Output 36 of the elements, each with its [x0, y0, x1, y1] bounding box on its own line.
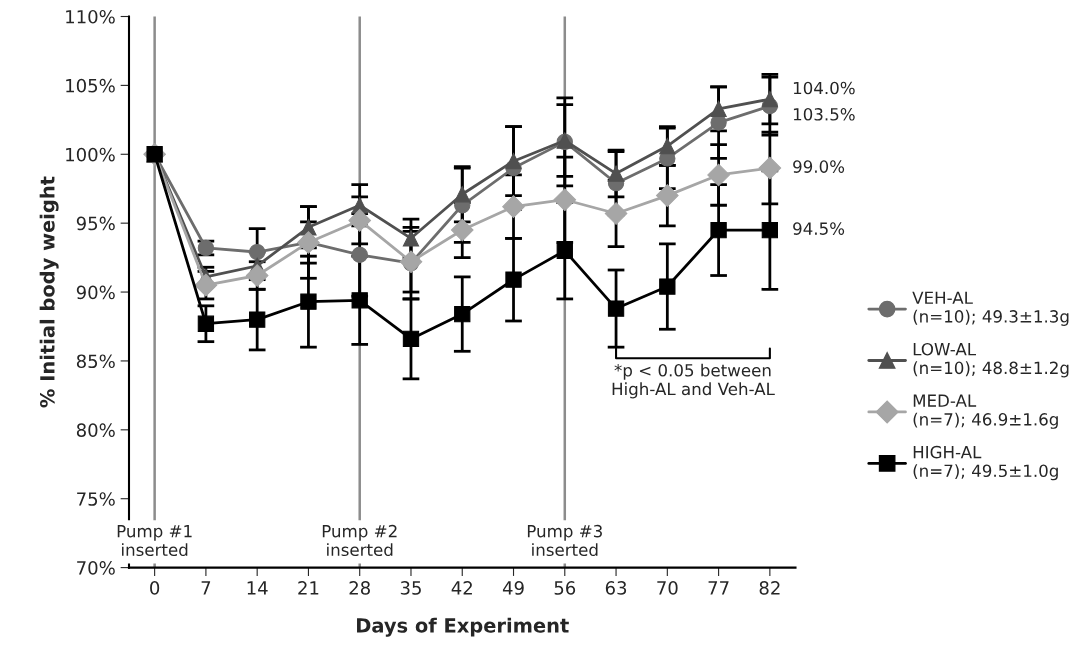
annotation: *p < 0.05 between High-AL and Veh-AL [612, 363, 775, 399]
y-tick-label: 85% [76, 354, 115, 369]
x-tick-label: 7 [201, 581, 211, 595]
x-tick-label: 35 [400, 581, 421, 595]
y-tick-label: 75% [77, 492, 115, 506]
x-tick-label: 63 [605, 581, 627, 595]
y-tick-label: 95% [76, 216, 115, 231]
x-tick-label: 49 [502, 581, 524, 595]
x-tick-label: 28 [349, 581, 370, 595]
ref-line-label: Pump #1 inserted [117, 525, 192, 557]
y-tick-label: 105% [66, 78, 115, 93]
annotation: 103.5% [793, 108, 855, 121]
x-axis-title: Days of Experiment [357, 617, 569, 637]
legend-label: LOW-AL (n=10); 48.8±1.2g [913, 342, 1069, 378]
annotation: 94.5% [793, 222, 845, 235]
y-tick-label: 70% [77, 561, 115, 575]
y-axis-title: % Initial body weight [39, 176, 59, 408]
x-tick-label: 14 [247, 581, 268, 595]
ref-line-label: Pump #2 inserted [322, 524, 397, 557]
annotation: 104.0% [793, 81, 855, 95]
ref-line-label: Pump #3 inserted [527, 524, 602, 557]
x-tick-label: 82 [759, 581, 780, 595]
legend-label: HIGH-AL (n=7); 49.5±1.0g [913, 445, 1058, 481]
legend-label: VEH-AL (n=10); 49.3±1.3g [912, 291, 1069, 326]
y-tick-label: 80% [76, 423, 115, 437]
y-tick-label: 90% [76, 285, 115, 300]
x-tick-label: 77 [708, 581, 729, 595]
x-tick-label: 21 [298, 581, 319, 595]
x-tick-label: 0 [150, 581, 160, 595]
y-tick-label: 100% [66, 147, 115, 162]
annotation: 99.0% [793, 160, 845, 173]
x-tick-label: 70 [657, 581, 678, 595]
x-tick-label: 42 [451, 581, 472, 595]
y-tick-label: 110% [66, 9, 115, 24]
legend-label: MED-AL (n=7); 46.9±1.6g [913, 394, 1058, 429]
x-tick-label: 56 [554, 581, 576, 595]
